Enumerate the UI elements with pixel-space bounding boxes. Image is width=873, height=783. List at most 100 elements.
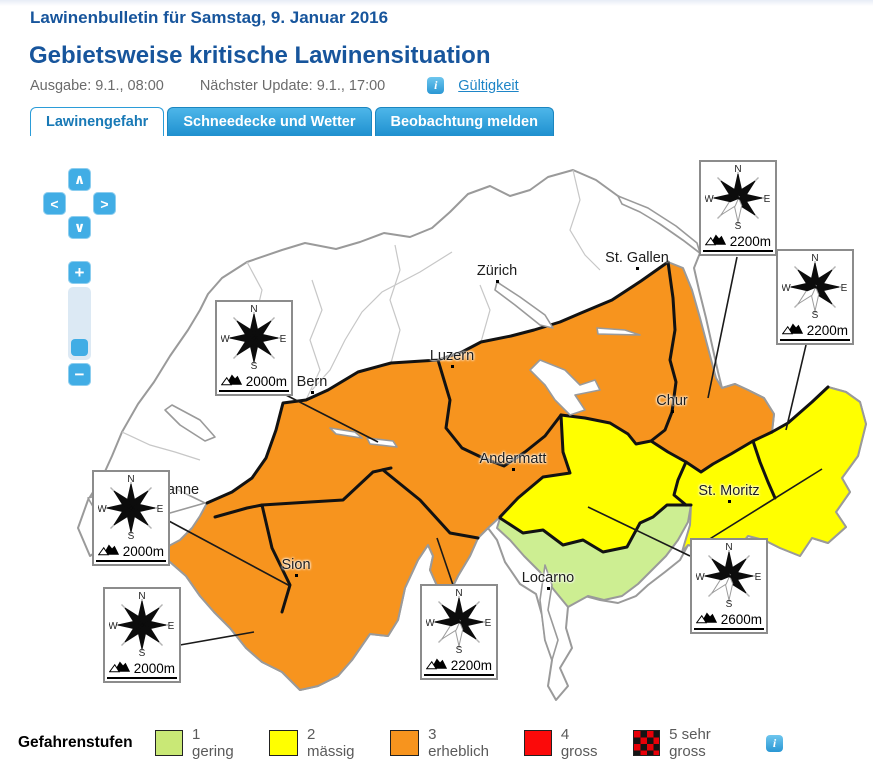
- mountain-icon: [426, 658, 448, 670]
- city-label: Bern: [296, 374, 328, 390]
- elevation-label: 2600m: [720, 612, 762, 627]
- aspect-elevation-marker: N E S W 2200m: [420, 584, 498, 680]
- zoom-slider-handle[interactable]: [71, 339, 88, 356]
- svg-text:W: W: [221, 334, 230, 345]
- city-label: Locarno: [521, 570, 575, 586]
- elevation-label: 2200m: [729, 234, 771, 249]
- svg-text:E: E: [755, 572, 762, 583]
- svg-text:N: N: [734, 164, 741, 175]
- danger-legend: Gefahrenstufen 1 gering 2 mässig 3 erheb…: [18, 726, 823, 760]
- elevation-label: 2000m: [133, 661, 175, 676]
- city-dot: [496, 280, 499, 283]
- elevation-label: 2000m: [122, 544, 164, 559]
- pan-down-button[interactable]: ∨: [68, 216, 91, 239]
- city-label: Sion: [281, 557, 311, 573]
- aspect-elevation-marker: N E S W 2000m: [103, 587, 181, 683]
- mountain-icon: [109, 661, 131, 673]
- svg-text:N: N: [455, 588, 462, 599]
- legend-item-level3: 3 erheblich: [389, 726, 493, 760]
- tab-beobachtung-melden[interactable]: Beobachtung melden: [374, 107, 554, 136]
- level5-swatch: [633, 730, 661, 756]
- svg-text:E: E: [764, 194, 771, 205]
- legend-info-icon[interactable]: i: [766, 734, 783, 752]
- tab-bar: Lawinengefahr Schneedecke und Wetter Beo…: [30, 107, 554, 136]
- svg-text:W: W: [109, 621, 118, 632]
- city-label: anne: [166, 482, 200, 498]
- svg-text:S: S: [735, 221, 742, 231]
- bulletin-title: Lawinenbulletin für Samstag, 9. Januar 2…: [30, 8, 389, 27]
- svg-text:E: E: [841, 283, 848, 294]
- tab-lawinengefahr[interactable]: Lawinengefahr: [30, 107, 165, 136]
- compass-rose-icon: N E S W: [109, 591, 175, 658]
- mountain-icon: [221, 374, 243, 386]
- svg-text:N: N: [811, 253, 818, 264]
- zoom-in-button[interactable]: +: [68, 261, 91, 284]
- legend-title: Gefahrenstufen: [18, 734, 133, 751]
- level3-swatch: [389, 730, 420, 756]
- city-dot: [451, 365, 454, 368]
- city-label: Luzern: [429, 348, 475, 364]
- compass-rose-icon: N E S W: [221, 304, 287, 371]
- compass-rose-icon: N E S W: [696, 542, 762, 609]
- aspect-elevation-marker: N E S W 2600m: [690, 538, 768, 634]
- elevation-label: 2200m: [806, 323, 848, 338]
- pan-left-button[interactable]: <: [43, 192, 66, 215]
- city-dot: [728, 500, 731, 503]
- validity-link[interactable]: Gültigkeit: [458, 77, 519, 94]
- city-dot: [671, 410, 674, 413]
- mountain-icon: [782, 323, 804, 335]
- legend-item-level2: 2 mässig: [269, 726, 359, 760]
- compass-rose-icon: N E S W: [782, 253, 848, 320]
- mountain-icon: [705, 234, 727, 246]
- level1-swatch: [154, 730, 184, 756]
- city-label: St. Moritz: [698, 483, 760, 499]
- svg-text:W: W: [98, 504, 107, 515]
- legend-item-level1: 1 gering: [154, 726, 239, 760]
- issue-time: Ausgabe: 9.1., 08:00: [30, 77, 164, 94]
- level2-swatch: [269, 730, 298, 756]
- city-dot: [311, 391, 314, 394]
- svg-text:W: W: [705, 194, 714, 205]
- svg-text:N: N: [725, 542, 732, 553]
- city-label: Andermatt: [479, 451, 547, 467]
- zoom-out-button[interactable]: −: [68, 363, 91, 386]
- svg-text:N: N: [250, 304, 257, 315]
- aspect-elevation-marker: N E S W 2200m: [776, 249, 854, 345]
- tab-schneedecke-und-wetter[interactable]: Schneedecke und Wetter: [167, 107, 372, 136]
- info-icon[interactable]: i: [427, 77, 445, 94]
- svg-text:S: S: [726, 599, 733, 609]
- svg-text:E: E: [168, 621, 175, 632]
- compass-rose-icon: N E S W: [98, 474, 164, 541]
- city-label: Zürich: [476, 263, 518, 279]
- aspect-elevation-marker: N E S W 2200m: [699, 160, 777, 256]
- pan-right-button[interactable]: >: [93, 192, 116, 215]
- city-label: Chur: [656, 393, 688, 409]
- compass-rose-icon: N E S W: [705, 164, 771, 231]
- city-dot: [636, 267, 639, 270]
- elevation-label: 2000m: [245, 374, 287, 389]
- aspect-elevation-marker: N E S W 2000m: [92, 470, 170, 566]
- svg-text:S: S: [128, 531, 135, 541]
- svg-text:W: W: [426, 618, 435, 629]
- city-label: St. Gallen: [605, 250, 669, 266]
- svg-text:S: S: [251, 361, 258, 371]
- mountain-icon: [696, 612, 718, 624]
- svg-text:E: E: [485, 618, 492, 629]
- legend-item-level4: 4 gross: [523, 726, 603, 760]
- page-title: Gebietsweise kritische Lawinensituation: [29, 42, 491, 69]
- top-divider: [0, 0, 873, 6]
- svg-text:W: W: [782, 283, 791, 294]
- mountain-icon: [98, 544, 120, 556]
- svg-text:S: S: [812, 310, 819, 320]
- svg-text:E: E: [157, 504, 164, 515]
- svg-text:S: S: [456, 645, 463, 655]
- city-dot: [512, 468, 515, 471]
- svg-text:N: N: [127, 474, 134, 485]
- city-dot: [547, 587, 550, 590]
- next-update-time: Nächster Update: 9.1., 17:00: [199, 77, 386, 94]
- legend-item-level5: 5 sehr gross: [633, 726, 735, 760]
- compass-rose-icon: N E S W: [426, 588, 492, 655]
- elevation-label: 2200m: [450, 658, 492, 673]
- pan-up-button[interactable]: ∧: [68, 168, 91, 191]
